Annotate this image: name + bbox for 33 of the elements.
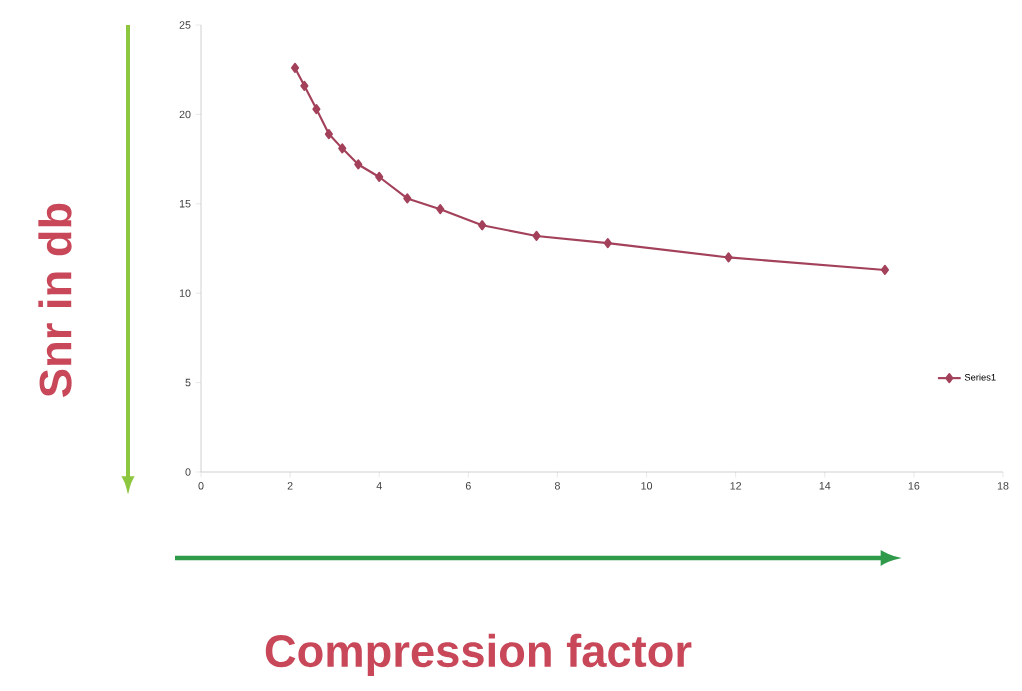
x-tick-label: 2 xyxy=(287,482,293,490)
y-tick-label: 20 xyxy=(179,110,191,119)
y-tick-label: 5 xyxy=(185,378,191,387)
point xyxy=(338,143,347,154)
point xyxy=(375,171,384,183)
point xyxy=(324,129,333,140)
point xyxy=(724,252,733,263)
point xyxy=(436,204,445,215)
point xyxy=(403,193,412,204)
x-tick-label: 18 xyxy=(997,482,1009,490)
legend-label: Series1 xyxy=(964,373,996,381)
x-tick-label: 8 xyxy=(554,482,560,490)
point xyxy=(312,103,321,115)
y-tick-label: 0 xyxy=(185,468,191,476)
y-tick-label: 10 xyxy=(179,289,191,297)
y-tick-label: 15 xyxy=(179,200,191,208)
point xyxy=(478,220,487,231)
point xyxy=(532,230,541,242)
x-axis-title: Compression factor xyxy=(265,633,692,677)
x-tick-label: 0 xyxy=(198,482,204,490)
x-tick-label: 12 xyxy=(730,482,742,490)
point xyxy=(354,159,363,170)
x-tick-label: 14 xyxy=(819,482,831,490)
y-axis-title: Snr in db xyxy=(38,203,72,397)
x-tick-label: 6 xyxy=(465,482,471,490)
point xyxy=(300,80,309,91)
point xyxy=(880,264,889,276)
point xyxy=(603,238,612,249)
point xyxy=(290,62,300,73)
x-tick-label: 10 xyxy=(641,482,653,490)
y-tick-label: 25 xyxy=(179,21,191,29)
x-tick-label: 16 xyxy=(908,482,920,490)
x-tick-label: 4 xyxy=(376,482,382,490)
